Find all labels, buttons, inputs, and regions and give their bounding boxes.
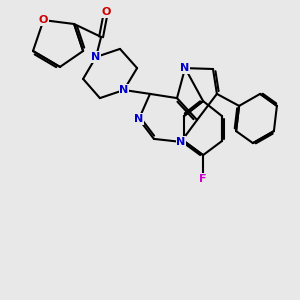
Text: F: F	[199, 174, 207, 184]
Text: N: N	[176, 137, 185, 147]
Text: O: O	[39, 15, 48, 25]
Text: N: N	[181, 63, 190, 73]
Text: N: N	[92, 52, 100, 62]
Text: N: N	[134, 114, 143, 124]
Text: N: N	[119, 85, 128, 95]
Text: O: O	[101, 7, 111, 17]
